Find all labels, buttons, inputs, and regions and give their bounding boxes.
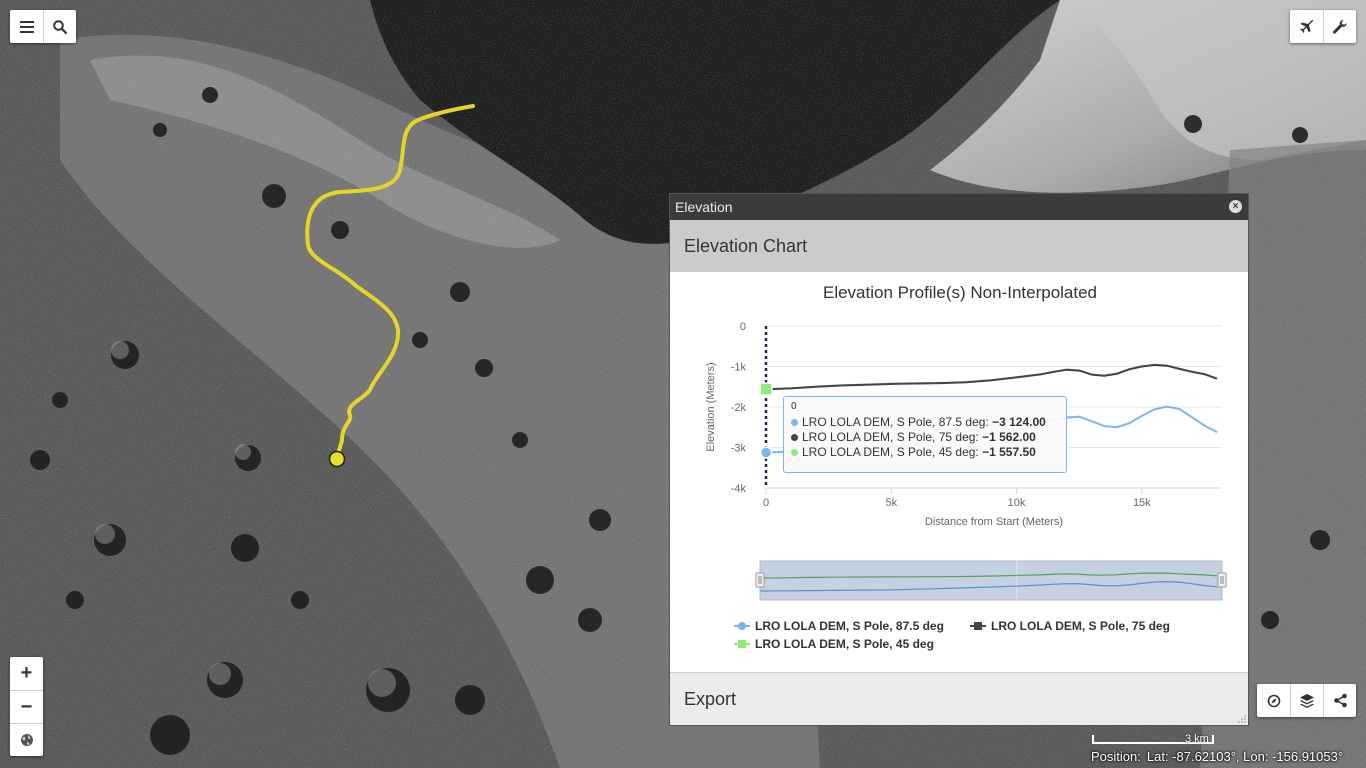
series-3-dot xyxy=(791,449,798,457)
bottom-right-toolbar xyxy=(1257,684,1356,717)
export-section-header[interactable]: Export xyxy=(670,672,1248,725)
tooltip-row: LRO LOLA DEM, S Pole, 75 deg: −1 562.00 xyxy=(791,430,1059,445)
legend-label: LRO LOLA DEM, S Pole, 75 deg xyxy=(991,619,1170,633)
scale-label: 3 km xyxy=(1185,733,1209,745)
position-value: Lat: -87.62103°, Lon: -156.91053° xyxy=(1146,749,1344,764)
zoom-in-button[interactable]: + xyxy=(20,662,33,684)
top-right-toolbar xyxy=(1290,10,1356,43)
elevation-panel-titlebar[interactable]: Elevation × xyxy=(670,194,1248,220)
search-icon[interactable] xyxy=(43,10,76,43)
top-left-toolbar xyxy=(10,10,76,43)
zoom-controls: + − xyxy=(10,657,43,756)
close-icon[interactable]: × xyxy=(1229,200,1242,213)
y-tick-label: 0 xyxy=(740,321,746,333)
navigator-range[interactable] xyxy=(759,560,1223,601)
navigator-left-handle[interactable] xyxy=(755,572,765,588)
elevation-panel[interactable]: Elevation × Elevation Chart Elevation Pr… xyxy=(669,193,1249,726)
globe-icon[interactable] xyxy=(10,723,43,756)
y-tick-label: -1k xyxy=(731,362,747,374)
legend-symbol xyxy=(970,621,986,631)
legend-label: LRO LOLA DEM, S Pole, 45 deg xyxy=(755,637,934,651)
legend-item-series-3[interactable]: LRO LOLA DEM, S Pole, 45 deg xyxy=(734,637,934,651)
navigator-right-handle[interactable] xyxy=(1217,572,1227,588)
share-icon[interactable] xyxy=(1323,684,1356,717)
tooltip-row-label: LRO LOLA DEM, S Pole, 75 deg: xyxy=(802,430,983,444)
x-tick-label: 15k xyxy=(1133,497,1151,509)
elevation-chart-area[interactable]: Elevation Profile(s) Non-Interpolated 0 -1… xyxy=(670,272,1248,673)
tooltip-row-label: LRO LOLA DEM, S Pole, 87.5 deg: xyxy=(802,415,993,429)
chart-title: Elevation Profile(s) Non-Interpolated xyxy=(823,283,1097,302)
legend-item-series-2[interactable]: LRO LOLA DEM, S Pole, 75 deg xyxy=(970,619,1170,633)
cursor-position-readout: Position: Lat: -87.62103°, Lon: -156.9105… xyxy=(1091,749,1343,764)
legend-label: LRO LOLA DEM, S Pole, 87.5 deg xyxy=(755,619,944,633)
y-axis-label: Elevation (Meters) xyxy=(705,362,717,451)
legend-symbol xyxy=(734,639,750,649)
tooltip-row: LRO LOLA DEM, S Pole, 45 deg: −1 557.50 xyxy=(791,445,1059,460)
tooltip-row: LRO LOLA DEM, S Pole, 87.5 deg: −3 124.0… xyxy=(791,415,1059,430)
y-tick-label: -3k xyxy=(731,443,747,455)
navigator-series-3 xyxy=(759,572,1217,579)
legend-symbol xyxy=(734,621,750,631)
tooltip-header: 0 xyxy=(791,401,797,412)
y-tick-label: -2k xyxy=(731,402,747,414)
y-tick-label: -4k xyxy=(731,483,747,495)
wrench-icon[interactable] xyxy=(1323,10,1356,43)
elevation-chart[interactable]: Elevation Profile(s) Non-Interpolated 0 -1… xyxy=(670,272,1248,673)
x-tick-label: 10k xyxy=(1008,497,1026,509)
profile-position-marker[interactable] xyxy=(328,450,346,468)
chart-tooltip: 0 LRO LOLA DEM, S Pole, 87.5 deg: −3 124… xyxy=(783,396,1067,473)
chart-section-header[interactable]: Elevation Chart xyxy=(670,220,1248,272)
tooltip-row-value: −1 562.00 xyxy=(982,430,1036,444)
series-3-hover-marker[interactable] xyxy=(759,382,773,396)
tooltip-row-value: −3 124.00 xyxy=(992,415,1046,429)
series-line-2[interactable] xyxy=(765,363,1218,391)
series-1-dot xyxy=(791,419,798,427)
resize-handle-icon[interactable] xyxy=(1238,715,1246,723)
elevation-panel-title: Elevation xyxy=(675,199,733,215)
airplane-icon[interactable] xyxy=(1290,10,1323,43)
layers-icon[interactable] xyxy=(1290,684,1323,717)
navigator-series-1 xyxy=(759,580,1217,592)
series-1-hover-marker[interactable] xyxy=(759,446,773,459)
tooltip-row-value: −1 557.50 xyxy=(982,445,1036,459)
x-axis-label: Distance from Start (Meters) xyxy=(925,516,1063,528)
legend-item-series-1[interactable]: LRO LOLA DEM, S Pole, 87.5 deg xyxy=(734,619,944,633)
tooltip-row-label: LRO LOLA DEM, S Pole, 45 deg: xyxy=(802,445,983,459)
zoom-out-button[interactable]: − xyxy=(10,690,43,723)
x-tick-label: 5k xyxy=(885,497,897,509)
scale-bar xyxy=(1092,735,1214,744)
x-tick-label: 0 xyxy=(763,497,769,509)
position-label: Position: xyxy=(1091,749,1141,764)
series-2-dot xyxy=(791,434,798,442)
profile-track-line[interactable] xyxy=(305,104,475,461)
compass-icon[interactable] xyxy=(1257,684,1290,717)
menu-icon[interactable] xyxy=(10,10,43,43)
